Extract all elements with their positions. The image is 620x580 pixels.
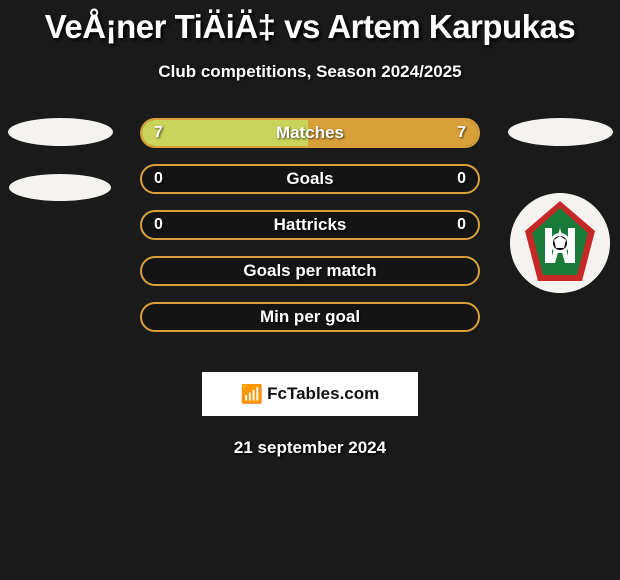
subtitle: Club competitions, Season 2024/2025 [0,62,620,82]
stat-bars: Matches77Goals00Hattricks00Goals per mat… [140,118,480,348]
stat-bar-min-per-goal: Min per goal [140,302,480,332]
brand-badge: 📶 FcTables.com [202,372,418,416]
bar-value-left: 0 [142,212,175,238]
team-badge-placeholder [508,118,613,146]
footer-date: 21 september 2024 [0,438,620,458]
right-team-badges [500,118,620,293]
brand-icon: 📶 [241,384,263,405]
stat-bar-matches: Matches7 7 [140,118,480,148]
bar-value-right: 7 [445,120,478,146]
lokomotiv-logo [510,193,610,293]
bar-label: Goals [142,166,478,192]
bar-label: Min per goal [142,304,478,330]
brand-text: FcTables.com [267,384,379,404]
stat-bar-hattricks: Hattricks0 0 [140,210,480,240]
comparison-chart: Matches77Goals00Hattricks00Goals per mat… [0,118,620,358]
bar-value-right: 0 [445,166,478,192]
left-team-badges [0,118,120,201]
bar-value-left: 7 [142,120,175,146]
bar-label: Goals per match [142,258,478,284]
bar-label: Hattricks [142,212,478,238]
bar-value-right: 0 [445,212,478,238]
stat-bar-goals-per-match: Goals per match [140,256,480,286]
bar-value-left: 0 [142,166,175,192]
team-badge-placeholder [9,174,111,201]
page-title: VeÅ¡ner TiÄiÄ‡ vs Artem Karpukas [0,0,620,46]
bar-label: Matches [142,120,478,146]
stat-bar-goals: Goals0 0 [140,164,480,194]
team-badge-placeholder [8,118,113,146]
